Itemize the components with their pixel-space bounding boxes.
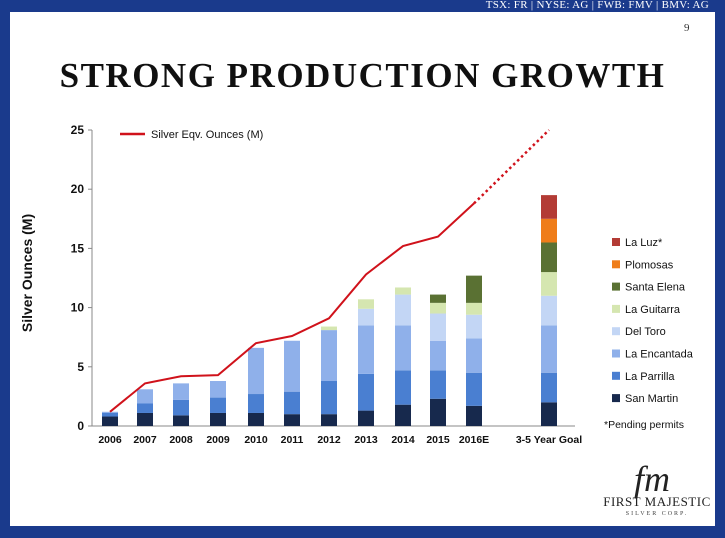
bar-segment: [210, 381, 226, 398]
x-tick-label: 2013: [354, 434, 378, 446]
bar-segment: [466, 314, 482, 339]
bar-segment: [541, 218, 557, 243]
line-legend-label: Silver Eqv. Ounces (M): [151, 129, 263, 141]
bar-segment: [541, 372, 557, 403]
legend-label: Plomosas: [625, 259, 674, 271]
bar-segment: [541, 242, 557, 273]
y-tick-label: 0: [77, 419, 84, 433]
x-tick-label: 2008: [169, 434, 193, 446]
bar-segment: [137, 389, 153, 404]
silver-eqv-goal-dotted-line: [473, 129, 550, 205]
bar-segment: [358, 410, 374, 426]
x-tick-label: 2009: [206, 434, 230, 446]
bar-segment: [321, 414, 337, 426]
bar-segment: [430, 294, 446, 303]
x-tick-label: 2015: [426, 434, 450, 446]
bar-segment: [358, 299, 374, 309]
bar-segment: [284, 391, 300, 415]
legend-swatch: [612, 260, 620, 269]
bar-segment: [430, 313, 446, 341]
bar-segment: [248, 412, 264, 426]
bar-segment: [395, 287, 411, 295]
bar-segment: [248, 394, 264, 413]
bar-segment: [358, 373, 374, 411]
bar-segment: [210, 397, 226, 413]
legend-swatch: [612, 282, 620, 291]
bar-segment: [284, 340, 300, 392]
bar-segment: [284, 414, 300, 426]
legend-swatch: [612, 304, 620, 313]
legend-swatch: [612, 238, 620, 246]
x-tick-label: 2011: [281, 434, 304, 446]
bar-segment: [466, 302, 482, 315]
bar-segment: [541, 402, 557, 426]
bar-segment: [321, 381, 337, 415]
bar-segment: [173, 399, 189, 416]
bar-segment: [321, 326, 337, 331]
bar-segment: [248, 347, 264, 395]
legend-swatch: [612, 371, 620, 380]
company-subtitle: SILVER CORP.: [625, 511, 689, 517]
bar-segment: [541, 295, 557, 326]
bar-segment: [430, 398, 446, 426]
y-tick-label: 5: [77, 360, 84, 374]
legend-label: San Martin: [625, 393, 678, 405]
bar-segment: [395, 404, 411, 426]
bar-segment: [102, 412, 118, 417]
bar-segment: [358, 325, 374, 374]
x-tick-label: 2012: [317, 434, 341, 446]
company-name: FIRST MAJESTIC: [603, 494, 711, 509]
bar-segment: [466, 372, 482, 406]
legend-swatch: [612, 394, 620, 403]
legend-label: La Encantada: [625, 349, 694, 361]
bar-segment: [395, 325, 411, 371]
x-tick-label: 2016E: [459, 434, 489, 446]
ticker-symbols: TSX: FR | NYSE: AG | FWB: FMV | BMV: AG: [485, 0, 709, 11]
bar-segment: [395, 294, 411, 326]
bar-segment: [102, 411, 118, 413]
y-tick-label: 20: [71, 182, 85, 196]
bar-segment: [210, 412, 226, 426]
legend-label: La Parrilla: [625, 371, 675, 383]
bar-segment: [173, 415, 189, 426]
bar-segment: [137, 412, 153, 426]
legend-label: Santa Elena: [625, 282, 686, 294]
bar-segment: [466, 405, 482, 426]
x-tick-label: 2014: [391, 434, 415, 446]
bar-segment: [541, 325, 557, 373]
legend-label: La Luz*: [625, 237, 663, 249]
slide-title: STRONG PRODUCTION GROWTH: [59, 56, 666, 95]
legend-label: La Guitarra: [625, 304, 681, 316]
bar-segment: [137, 403, 153, 413]
y-tick-label: 15: [71, 241, 85, 255]
page-number: 9: [684, 22, 690, 34]
x-tick-label: 2010: [244, 434, 268, 446]
bar-segment: [466, 338, 482, 373]
slide-panel: [10, 12, 715, 526]
x-tick-label: 3-5 Year Goal: [516, 434, 582, 446]
bar-segment: [541, 272, 557, 296]
x-tick-label: 2007: [133, 434, 157, 446]
bar-segment: [321, 330, 337, 382]
bar-segment: [102, 416, 118, 426]
bar-segment: [430, 340, 446, 371]
legend-swatch: [612, 349, 620, 358]
first-majestic-logo-icon: fm: [634, 459, 670, 499]
pending-permits-footnote: *Pending permits: [604, 419, 684, 431]
bar-segment: [430, 302, 446, 314]
legend-swatch: [612, 327, 620, 336]
bar-segment: [541, 195, 557, 219]
bar-segment: [173, 383, 189, 400]
y-tick-label: 10: [71, 301, 85, 315]
bar-segment: [395, 370, 411, 405]
legend-label: Del Toro: [625, 326, 666, 338]
bar-segment: [466, 275, 482, 303]
y-tick-label: 25: [71, 123, 85, 137]
bar-segment: [358, 308, 374, 326]
x-tick-label: 2006: [98, 434, 122, 446]
bar-segment: [430, 370, 446, 399]
